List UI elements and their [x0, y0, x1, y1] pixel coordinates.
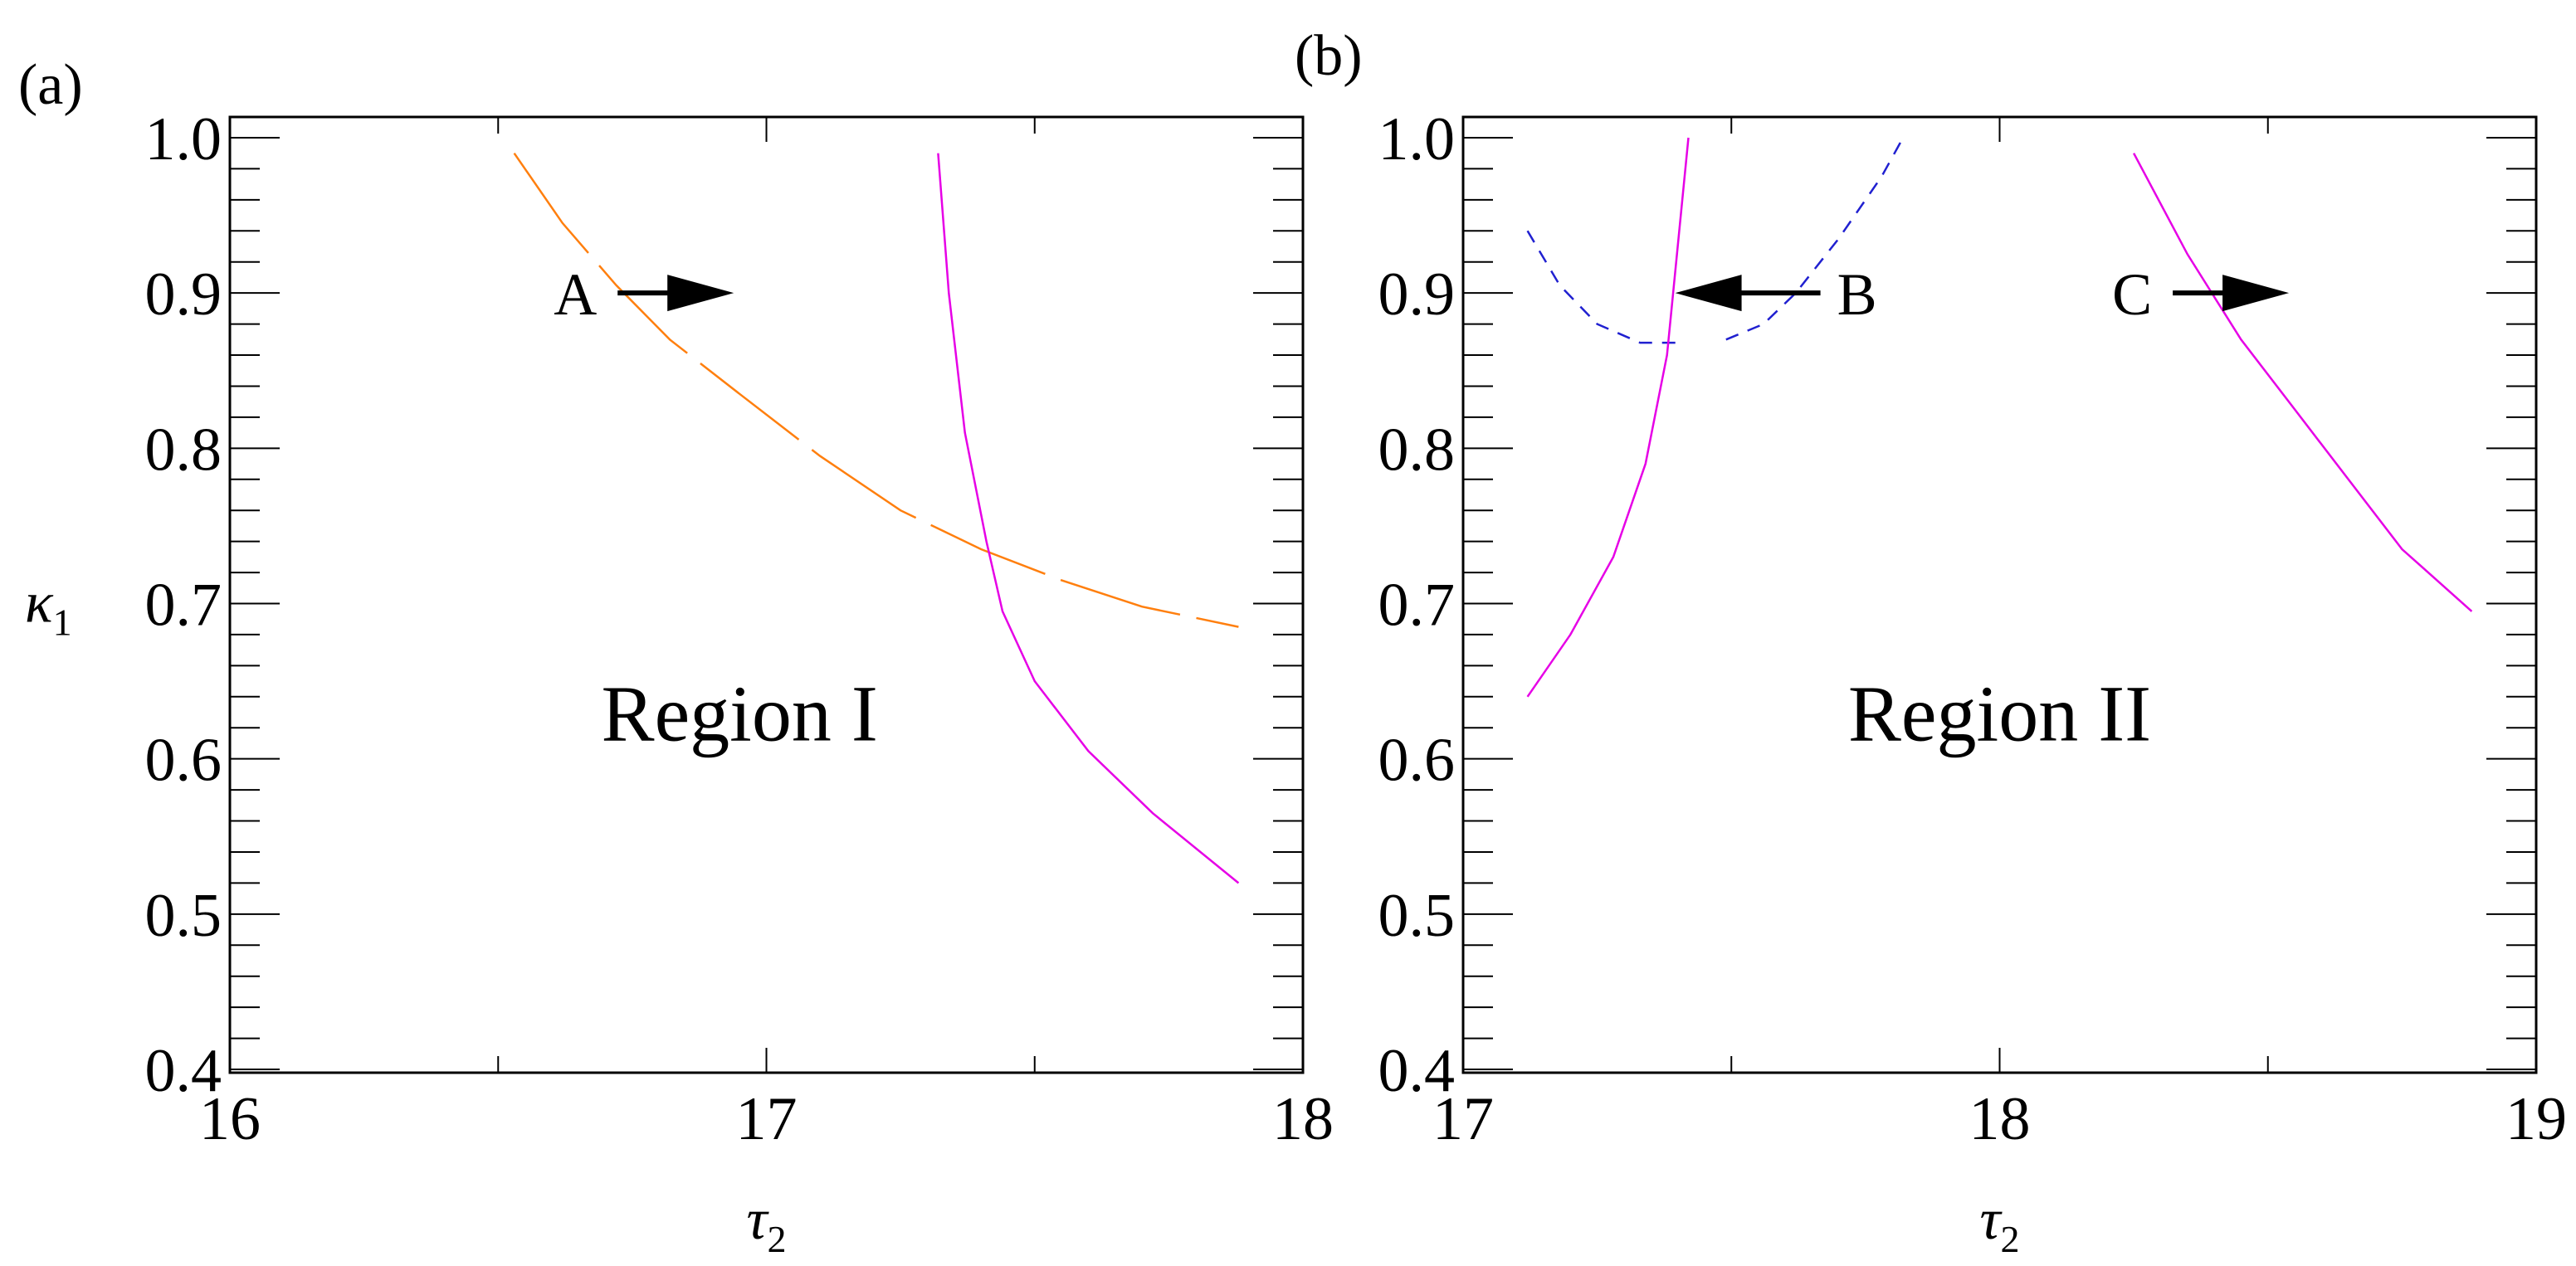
plot-frame — [1461, 115, 2538, 1074]
annotation-label: B — [1837, 261, 1877, 328]
y-tick-label: 0.4 — [1378, 1037, 1456, 1105]
panel-a: 0.4 0.5 0.6 0.7 0.8 0.9 1.0 16 17 18 τ2 κ1 (a) A Regio… — [18, 53, 1334, 1260]
annotation-arrow-head — [1675, 275, 1742, 312]
y-tick-label: 0.9 — [145, 261, 222, 329]
y-tick-label: 1.0 — [145, 105, 222, 173]
panel-label: (a) — [18, 53, 83, 117]
y-tick-label: 0.8 — [145, 416, 222, 484]
x-axis-title: τ2 — [1979, 1188, 2019, 1260]
annotation-arrow-head — [2222, 275, 2290, 312]
x-tick-label: 16 — [199, 1085, 261, 1153]
region-label: Region II — [1848, 670, 2151, 758]
x-axis-title: τ2 — [746, 1188, 786, 1260]
x-tick-label: 17 — [1432, 1085, 1494, 1153]
panel-b: 0.4 0.5 0.6 0.7 0.8 0.9 1.0 17 18 19 τ2 (b) B C Region… — [1295, 24, 2567, 1260]
series-line-3 — [2132, 153, 2473, 612]
plot-frame — [228, 115, 1305, 1074]
x-axis-symbol: τ — [1979, 1188, 2003, 1252]
y-axis-subscript: 1 — [53, 601, 72, 644]
y-tick-label: 0.7 — [1378, 572, 1456, 640]
x-axis-subscript: 2 — [768, 1218, 787, 1260]
y-tick-label: 1.0 — [1378, 105, 1456, 173]
x-tick-label: 18 — [1272, 1085, 1334, 1153]
x-tick-label: 18 — [1969, 1085, 2031, 1153]
y-tick-label: 0.9 — [1378, 261, 1456, 329]
y-axis-title: κ1 — [25, 572, 72, 644]
x-tick-label: 19 — [2505, 1085, 2567, 1153]
annotation-arrow-head — [667, 275, 734, 312]
series-line-0 — [513, 152, 1239, 628]
annotation-label: C — [2112, 261, 2152, 328]
series-line-1 — [1725, 137, 1905, 341]
y-tick-label: 0.6 — [1378, 727, 1456, 795]
y-tick-label: 0.5 — [145, 882, 222, 950]
y-axis-symbol: κ — [25, 572, 54, 635]
y-tick-label: 0.5 — [1378, 882, 1456, 950]
y-tick-label: 0.8 — [1378, 416, 1456, 484]
x-axis-subscript: 2 — [2001, 1218, 2020, 1260]
annotation-label: A — [554, 261, 597, 328]
series-line-1 — [937, 153, 1240, 884]
series-line-0 — [1526, 230, 1678, 344]
y-tick-label: 0.6 — [145, 727, 222, 795]
x-axis-symbol: τ — [746, 1188, 769, 1252]
region-label: Region I — [602, 670, 878, 758]
series-line-2 — [1526, 137, 1690, 698]
y-tick-label: 0.7 — [145, 572, 222, 640]
y-tick-label: 0.4 — [145, 1037, 222, 1105]
x-tick-label: 17 — [736, 1085, 798, 1153]
panel-label: (b) — [1295, 24, 1363, 88]
